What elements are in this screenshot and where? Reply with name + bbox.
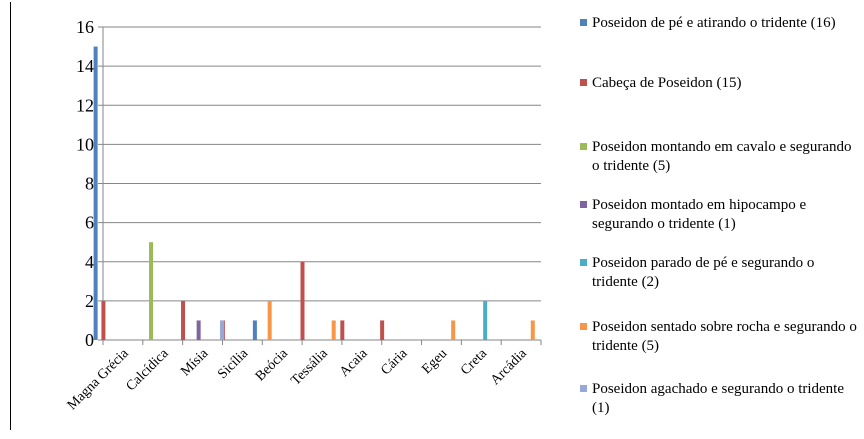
bar (267, 300, 272, 340)
y-tick-label: 16 (76, 17, 94, 37)
legend-swatch (580, 385, 587, 392)
y-tick-label: 10 (76, 134, 94, 154)
legend-swatch (580, 79, 587, 86)
bar (483, 300, 488, 340)
legend-label: Poseidon montado em hipocampo e segurand… (592, 197, 807, 232)
y-tick-label: 4 (85, 252, 94, 272)
y-tick-label: 0 (85, 330, 94, 350)
bar (93, 46, 98, 340)
x-tick-label: Egeu (419, 346, 450, 377)
x-tick-label: Calcídica (124, 346, 173, 395)
bar (451, 320, 456, 340)
bar (252, 320, 257, 340)
bar (331, 320, 336, 340)
y-tick-label: 2 (85, 291, 94, 311)
bar (196, 320, 201, 340)
x-tick-label: Beócia (253, 346, 292, 385)
bar (181, 300, 186, 340)
legend-swatch (580, 323, 587, 330)
legend-swatch (580, 143, 587, 150)
legend-label: Poseidon agachado e segurando o tridente… (592, 381, 845, 416)
bar (340, 320, 345, 340)
legend-label: Poseidon sentado sobre rocha e segurando… (592, 319, 857, 354)
x-tick-label: Mísia (178, 346, 212, 380)
legend-label: Poseidon de pé e atirando o tridente (16… (592, 15, 836, 31)
bar (101, 300, 106, 340)
x-tick-label: Arcádia (488, 346, 530, 388)
bar (220, 320, 225, 340)
legend-label: Poseidon parado de pé e segurando o trid… (592, 255, 815, 290)
left-divider-line (10, 2, 11, 430)
legend-label: Poseidon montando em cavalo e segurando … (592, 139, 852, 174)
x-tick-label: Acaia (337, 346, 371, 380)
legend-swatch (580, 201, 587, 208)
bar (149, 242, 154, 340)
x-tick-label: Tessália (288, 346, 331, 389)
y-tick-label: 12 (76, 95, 94, 115)
bar (380, 320, 385, 340)
y-tick-label: 8 (85, 174, 94, 194)
legend-label: Cabeça de Poseidon (15) (592, 75, 742, 91)
x-tick-label: Magna Grécia (65, 346, 133, 414)
x-tick-label: Creta (458, 346, 491, 379)
legend-swatch (580, 19, 587, 26)
x-tick-label: Cária (378, 346, 411, 379)
x-tick-label: Sicília (215, 346, 251, 382)
y-tick-label: 14 (76, 56, 94, 76)
y-tick-label: 6 (85, 213, 94, 233)
bar (530, 320, 535, 340)
bar (300, 261, 305, 340)
legend-swatch (580, 259, 587, 266)
